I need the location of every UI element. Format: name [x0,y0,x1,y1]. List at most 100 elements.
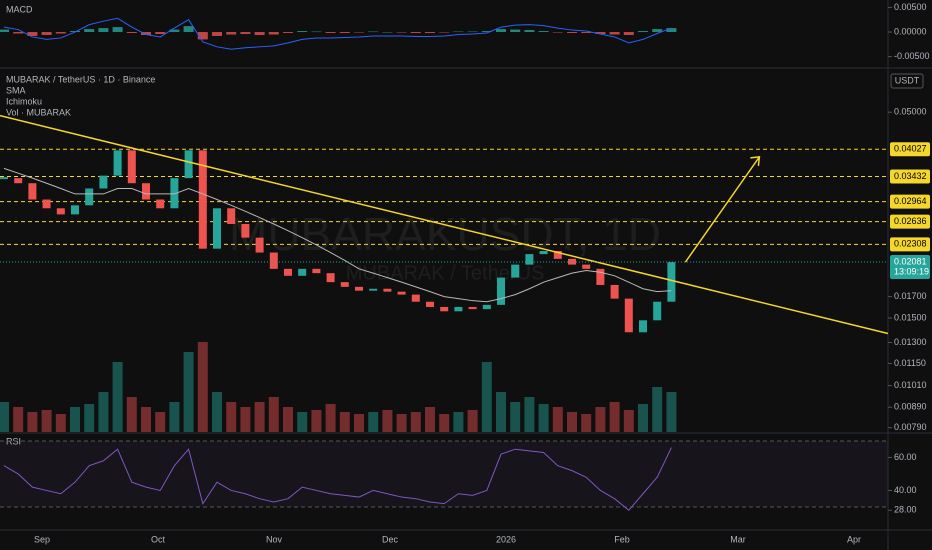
candle [482,304,491,310]
y-tick-label: 0.00790 [894,422,927,432]
macd-histogram-bar [283,32,293,34]
macd-histogram-bar [55,32,66,34]
volume-bar [382,410,393,432]
x-tick-label: Feb [614,534,630,544]
candle [255,237,264,253]
candle [42,199,51,209]
volume-bar [567,412,577,432]
candle [426,301,434,307]
y-tick-label: 0.00500 [894,2,927,12]
y-tick-label: -0.00500 [894,51,930,61]
x-tick-label: Mar [730,534,746,544]
volume-bar [552,407,563,432]
volume-bar [339,412,350,432]
macd-histogram-bar [481,31,492,33]
macd-histogram-bar [524,30,535,33]
macd-histogram-bar [538,31,549,33]
candle [667,262,676,302]
macd-histogram-bar [581,32,592,34]
macd-histogram-bar [354,32,364,33]
y-tick-label: 0.01300 [894,337,927,347]
level-label: 0.03432 [894,171,927,181]
sma-line [3,167,672,303]
macd-histogram-bar [467,31,478,33]
indicator-label: Ichimoku [6,96,42,106]
level-label: 0.02964 [894,196,927,206]
candle [142,183,150,200]
current-price-label: 0.02081 [894,256,927,266]
volume-bar [13,407,24,432]
macd-histogram-bar [126,32,137,34]
volume-bar [169,402,180,432]
volume-bar [410,412,421,432]
candle [184,150,193,179]
macd-histogram-bar [666,28,677,33]
candle [497,277,505,305]
volume-bar [197,342,208,432]
macd-histogram-bar [595,32,606,34]
candle [312,268,321,274]
volume-bar [41,410,52,432]
volume-bar [396,414,407,432]
level-box [890,169,930,184]
volume-bar [453,412,464,432]
volume-bar [183,352,194,432]
macd-histogram-bar [652,29,663,33]
macd-histogram-bar [84,29,95,33]
volume-bar [311,410,322,432]
y-tick-label: 0.01010 [894,380,927,390]
candle [156,199,165,209]
candle [468,306,477,310]
volume-bar [510,402,521,432]
volume-bar [112,362,123,432]
candle [653,301,662,321]
candle [0,177,8,180]
pane-title: MUBARAK / TetherUS · 1D · Binance [6,74,155,84]
volume-bar [55,414,66,432]
x-tick-label: Oct [151,534,166,544]
y-tick-label: 60.00 [894,452,917,462]
candle [525,254,534,265]
macd-histogram-bar [112,27,123,33]
candle [355,286,363,291]
volume-bar [0,402,9,432]
volume-bar [581,414,592,432]
volume-bar [155,412,166,432]
macd-histogram-bar [297,31,308,33]
macd-histogram-bar [268,32,279,35]
candle [582,264,591,269]
macd-histogram-bar [141,32,151,35]
macd-histogram-bar [567,32,577,34]
unit-label[interactable]: USDT [895,75,920,85]
volume-bar [268,397,279,432]
level-box [890,194,930,209]
volume-bar [368,412,379,432]
macd-histogram-bar [169,29,180,33]
level-label: 0.02308 [894,239,927,249]
rsi-band [0,440,888,507]
candle [639,320,647,333]
x-tick-label: 2026 [496,534,516,544]
candle [56,208,65,215]
x-tick-label: Apr [847,534,861,544]
candle [326,273,335,283]
candle [511,264,520,278]
macd-histogram-bar [226,32,237,35]
volume-bar [84,404,95,432]
candle [298,268,307,276]
pane-title: RSI [6,436,21,446]
arrow-head [750,156,761,166]
countdown-label: 13:09:19 [894,266,929,276]
candle [284,268,292,276]
macd-histogram-bar [552,32,563,33]
candle [241,223,250,238]
candle [369,288,378,291]
candle [28,183,37,200]
candle [14,178,23,184]
volume-bar [141,407,151,432]
macd-line [3,17,672,50]
macd-histogram-bar [13,32,24,34]
volume-bar [623,410,634,432]
unit-box[interactable] [890,73,924,89]
